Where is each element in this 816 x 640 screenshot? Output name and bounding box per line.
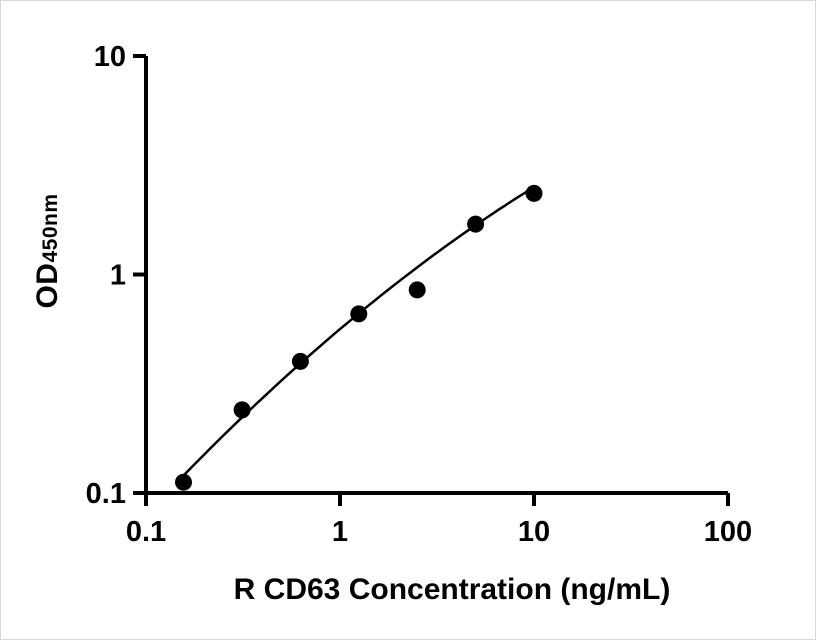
y-axis-title: OD450nm	[31, 193, 65, 308]
x-axis-tick-label: 10	[518, 516, 550, 548]
x-axis-tick-label: 0.1	[126, 516, 166, 548]
x-axis-tick-label: 100	[704, 516, 752, 548]
y-axis-tick-label: 1	[110, 260, 126, 292]
data-point	[525, 184, 543, 202]
data-point	[233, 401, 251, 419]
data-point	[350, 305, 368, 323]
data-point	[467, 215, 485, 233]
x-axis-tick-label: 1	[332, 516, 348, 548]
y-axis-tick-label: 10	[94, 41, 126, 73]
fit-curve	[179, 186, 535, 480]
x-axis-title: R CD63 Concentration (ng/mL)	[233, 573, 671, 606]
data-point	[291, 352, 309, 370]
y-axis-tick-label: 0.1	[86, 478, 126, 510]
data-point	[175, 473, 192, 491]
data-point	[408, 281, 426, 299]
y-axis-title-subscript: 450nm	[39, 193, 62, 263]
y-axis-title-main: OD	[31, 262, 64, 309]
